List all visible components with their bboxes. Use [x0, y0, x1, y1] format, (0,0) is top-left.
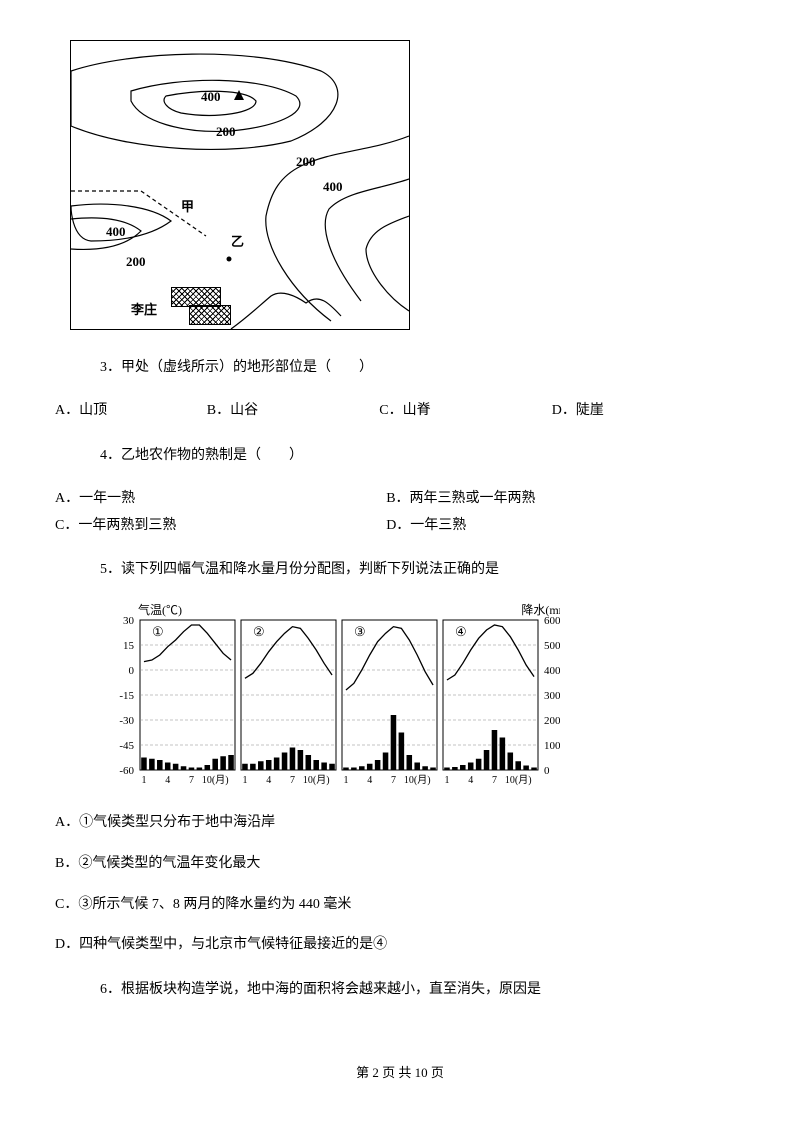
- svg-text:4: 4: [266, 775, 271, 786]
- q3-option[interactable]: A．山顶: [55, 398, 207, 425]
- svg-text:0: 0: [129, 665, 135, 677]
- footer-mid: 页 共: [379, 1065, 415, 1080]
- svg-text:-30: -30: [119, 715, 134, 727]
- q3-options: A．山顶B．山谷C．山脊D．陡崖: [55, 398, 745, 425]
- svg-text:-60: -60: [119, 765, 134, 777]
- svg-text:7: 7: [492, 775, 497, 786]
- q3-option[interactable]: B．山谷: [207, 398, 380, 425]
- svg-text:300: 300: [544, 690, 560, 702]
- page-footer: 第 2 页 共 10 页: [55, 1062, 745, 1081]
- q3-option[interactable]: D．陡崖: [552, 398, 704, 425]
- svg-text:7: 7: [290, 775, 295, 786]
- svg-text:1: 1: [141, 775, 146, 786]
- svg-text:10(月): 10(月): [404, 774, 431, 786]
- svg-text:10(月): 10(月): [505, 774, 532, 786]
- q4-text: 4．乙地农作物的熟制是（ ）: [100, 443, 745, 468]
- svg-text:4: 4: [367, 775, 372, 786]
- svg-text:①: ①: [152, 624, 164, 639]
- svg-text:400: 400: [201, 89, 221, 104]
- svg-text:7: 7: [189, 775, 194, 786]
- svg-text:200: 200: [296, 154, 316, 169]
- q4-option[interactable]: C．一年两熟到三熟: [55, 513, 386, 540]
- svg-text:1: 1: [242, 775, 247, 786]
- svg-text:②: ②: [253, 624, 265, 639]
- svg-text:1: 1: [444, 775, 449, 786]
- q5-option[interactable]: A．①气候类型只分布于地中海沿岸: [55, 810, 745, 837]
- hatched-area: [171, 287, 221, 307]
- footer-prefix: 第: [356, 1065, 372, 1080]
- chart-svg: 气温(℃)降水(mm)30150-15-30-45-60600500400300…: [100, 600, 560, 790]
- svg-text:15: 15: [123, 640, 135, 652]
- svg-text:④: ④: [455, 624, 467, 639]
- q5-option[interactable]: B．②气候类型的气温年变化最大: [55, 851, 745, 878]
- q4-option[interactable]: B．两年三熟或一年两熟: [386, 486, 717, 513]
- svg-text:10(月): 10(月): [303, 774, 330, 786]
- svg-text:-15: -15: [119, 690, 134, 702]
- svg-text:400: 400: [106, 224, 126, 239]
- svg-text:0: 0: [544, 765, 550, 777]
- svg-text:400: 400: [544, 665, 560, 677]
- q3-option[interactable]: C．山脊: [379, 398, 552, 425]
- q5-option[interactable]: C．③所示气候 7、8 两月的降水量约为 440 毫米: [55, 892, 745, 919]
- footer-total: 10: [415, 1065, 428, 1080]
- map-label: 李庄: [131, 299, 157, 318]
- q5-text: 5．读下列四幅气温和降水量月份分配图，判断下列说法正确的是: [100, 557, 745, 582]
- svg-text:7: 7: [391, 775, 396, 786]
- svg-text:200: 200: [544, 715, 560, 727]
- contour-map: 400200200400400200 甲乙李庄: [70, 40, 410, 330]
- svg-text:600: 600: [544, 615, 560, 627]
- hatched-area: [189, 305, 231, 325]
- q3-text: 3．甲处（虚线所示）的地形部位是（ ）: [100, 355, 745, 380]
- svg-text:100: 100: [544, 740, 560, 752]
- svg-text:500: 500: [544, 640, 560, 652]
- svg-text:4: 4: [165, 775, 170, 786]
- footer-suffix: 页: [428, 1065, 444, 1080]
- svg-text:400: 400: [323, 179, 343, 194]
- q5-options: A．①气候类型只分布于地中海沿岸 B．②气候类型的气温年变化最大 C．③所示气候 7…: [55, 810, 745, 958]
- map-label: 甲: [181, 196, 194, 215]
- svg-text:200: 200: [126, 254, 146, 269]
- q4-option[interactable]: D．一年三熟: [386, 513, 717, 540]
- q4-option[interactable]: A．一年一熟: [55, 486, 386, 513]
- svg-text:③: ③: [354, 624, 366, 639]
- q5-option[interactable]: D．四种气候类型中，与北京市气候特征最接近的是④: [55, 932, 745, 959]
- map-svg: 400200200400400200: [71, 41, 409, 329]
- svg-text:-45: -45: [119, 740, 134, 752]
- svg-text:1: 1: [343, 775, 348, 786]
- climate-charts: 气温(℃)降水(mm)30150-15-30-45-60600500400300…: [100, 600, 560, 790]
- q6-text: 6．根据板块构造学说，地中海的面积将会越来越小，直至消失，原因是: [100, 977, 745, 1002]
- q4-options: A．一年一熟B．两年三熟或一年两熟C．一年两熟到三熟D．一年三熟: [55, 486, 745, 539]
- svg-text:200: 200: [216, 124, 236, 139]
- svg-text:30: 30: [123, 615, 135, 627]
- map-label: 乙: [231, 231, 244, 250]
- svg-text:4: 4: [468, 775, 473, 786]
- svg-text:气温(℃): 气温(℃): [138, 602, 182, 617]
- svg-text:10(月): 10(月): [202, 774, 229, 786]
